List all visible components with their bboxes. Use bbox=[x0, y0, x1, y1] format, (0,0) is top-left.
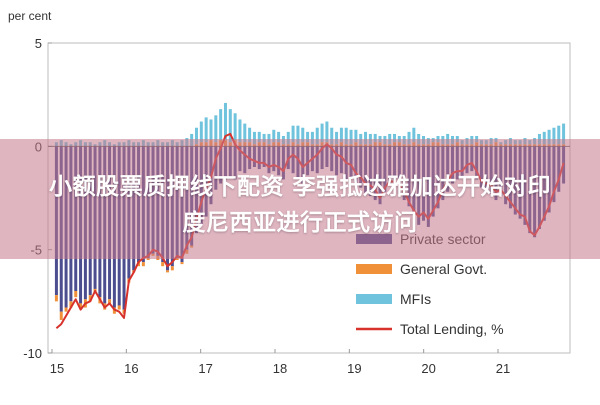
bar-mfis bbox=[194, 127, 198, 145]
bar-general-govt- bbox=[141, 262, 145, 267]
bar-mfis bbox=[252, 131, 256, 145]
bar-mfis bbox=[296, 125, 300, 145]
x-tick-label: 19 bbox=[347, 361, 361, 376]
bar-mfis bbox=[552, 127, 556, 145]
bar-general-govt- bbox=[170, 266, 174, 271]
bar-general-govt- bbox=[180, 262, 184, 265]
bar-mfis bbox=[209, 119, 213, 141]
bar-mfis bbox=[320, 123, 324, 143]
y-axis-label: per cent bbox=[8, 9, 52, 23]
x-tick-label: 20 bbox=[421, 361, 435, 376]
headline-overlay-band bbox=[0, 139, 600, 259]
legend-swatch-mfis bbox=[356, 294, 392, 304]
bar-mfis bbox=[310, 131, 314, 145]
bar-general-govt- bbox=[117, 305, 121, 310]
bar-mfis bbox=[354, 129, 358, 143]
bar-mfis bbox=[219, 109, 223, 141]
bar-mfis bbox=[542, 131, 546, 145]
bar-mfis bbox=[325, 121, 329, 143]
legend-label-general-govt: General Govt. bbox=[400, 261, 487, 277]
bar-mfis bbox=[330, 127, 334, 145]
bar-general-govt- bbox=[79, 303, 83, 308]
bar-mfis bbox=[306, 131, 310, 143]
bar-mfis bbox=[223, 102, 227, 141]
bar-general-govt- bbox=[88, 295, 92, 302]
y-tick-label: -10 bbox=[23, 346, 42, 361]
bar-general-govt- bbox=[64, 307, 68, 312]
legend-label-total-lending: Total Lending, % bbox=[400, 321, 504, 337]
bar-mfis bbox=[339, 127, 343, 143]
bar-general-govt- bbox=[108, 299, 112, 304]
bar-mfis bbox=[233, 113, 237, 141]
bar-mfis bbox=[364, 131, 368, 145]
bar-mfis bbox=[257, 131, 261, 143]
bar-mfis bbox=[349, 129, 353, 145]
bar-general-govt- bbox=[166, 270, 170, 273]
bar-general-govt- bbox=[161, 262, 165, 267]
legend-swatch-general-govt bbox=[356, 264, 392, 274]
x-tick-label: 16 bbox=[124, 361, 138, 376]
bar-mfis bbox=[335, 131, 339, 145]
bar-mfis bbox=[238, 119, 242, 143]
bar-mfis bbox=[286, 131, 290, 145]
bar-general-govt- bbox=[74, 291, 78, 298]
bar-mfis bbox=[393, 133, 397, 143]
bar-mfis bbox=[248, 127, 252, 143]
bar-mfis bbox=[301, 127, 305, 143]
bar-mfis bbox=[344, 127, 348, 145]
bar-mfis bbox=[562, 123, 566, 145]
bar-mfis bbox=[291, 125, 295, 143]
bar-mfis bbox=[407, 131, 411, 145]
legend-label-mfis: MFIs bbox=[400, 291, 431, 307]
bar-general-govt- bbox=[59, 311, 63, 320]
bar-mfis bbox=[315, 127, 319, 145]
x-tick-label: 17 bbox=[198, 361, 212, 376]
x-tick-label: 15 bbox=[50, 361, 64, 376]
bar-mfis bbox=[373, 133, 377, 143]
bar-general-govt- bbox=[69, 301, 73, 308]
bar-mfis bbox=[262, 133, 266, 143]
bar-mfis bbox=[277, 131, 281, 143]
bar-mfis bbox=[412, 127, 416, 143]
headline-line-1: 小额股票质押线下配资 李强抵达雅加达开始对印 bbox=[48, 174, 551, 200]
bar-mfis bbox=[243, 123, 247, 143]
bar-general-govt- bbox=[54, 295, 58, 302]
y-tick-label: 5 bbox=[35, 36, 42, 51]
bar-mfis bbox=[228, 109, 232, 143]
bar-mfis bbox=[547, 129, 551, 145]
bar-mfis bbox=[204, 117, 208, 143]
x-tick-label: 21 bbox=[496, 361, 510, 376]
x-tick-label: 18 bbox=[273, 361, 287, 376]
bar-mfis bbox=[199, 121, 203, 143]
bar-mfis bbox=[272, 129, 276, 143]
bar-mfis bbox=[557, 125, 561, 145]
bar-mfis bbox=[214, 115, 218, 143]
headline-line-2: 度尼西亚进行正式访问 bbox=[182, 210, 418, 236]
